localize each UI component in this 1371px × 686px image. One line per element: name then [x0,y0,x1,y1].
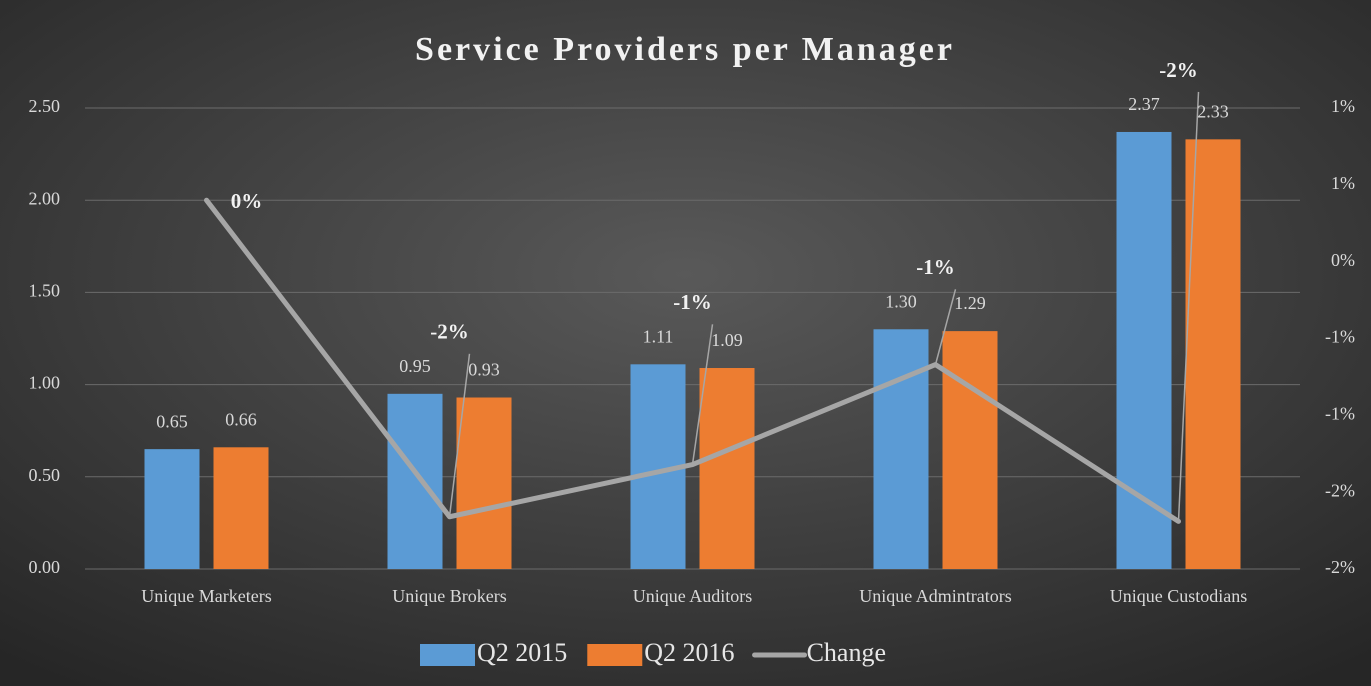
line-value-label: -2% [430,320,469,344]
line-value-label: -1% [916,255,955,279]
y2-tick-label: -1% [1325,327,1355,347]
bar-value-label: 2.37 [1128,94,1160,114]
line-value-label: -2% [1159,58,1198,82]
leader-line [448,353,471,517]
bar [1116,131,1172,570]
bar-value-label: 1.09 [711,330,743,350]
x-tick-label: Unique Marketers [141,586,271,606]
legend-swatch [420,644,475,666]
legend-label: Q2 2015 [477,638,567,667]
leader-line [691,324,714,465]
bar [873,329,929,569]
leader-line [934,289,957,365]
bar [699,368,755,569]
bar [213,447,269,569]
y2-tick-label: -1% [1325,403,1355,423]
bar-value-label: 2.33 [1197,101,1229,121]
bar [387,393,443,569]
y-tick-label: 2.00 [29,188,61,208]
bar [144,449,200,569]
bar-value-label: 1.11 [643,326,674,346]
bar-value-label: 0.95 [399,356,431,376]
x-tick-label: Unique Auditors [633,586,753,606]
leader-line [1177,91,1200,522]
bar [1185,139,1241,569]
y-tick-label: 0.50 [29,465,61,485]
line [204,197,1181,524]
bar-value-label: 1.29 [954,293,986,313]
legend-label: Q2 2016 [644,638,734,667]
legend-label: Change [807,638,886,667]
y-tick-label: 2.50 [29,96,61,116]
y-tick-label: 0.00 [29,557,61,577]
y2-tick-label: 1% [1331,173,1355,193]
y2-tick-label: -2% [1325,480,1355,500]
bar [942,331,998,569]
y2-tick-label: 0% [1331,250,1355,270]
bar-value-label: 0.66 [225,409,257,429]
x-tick-label: Unique Custodians [1110,586,1248,606]
bar-value-label: 0.93 [468,360,500,380]
y2-tick-label: -2% [1325,557,1355,577]
bar-value-label: 1.30 [885,291,917,311]
bar-value-label: 0.65 [156,411,188,431]
y-tick-label: 1.00 [29,373,61,393]
x-tick-label: Unique Admintrators [859,586,1011,606]
x-tick-label: Unique Brokers [392,586,506,606]
bar [456,397,512,569]
line-value-label: 0% [231,189,263,213]
line-value-label: -1% [673,290,712,314]
legend-swatch [587,644,643,666]
y2-tick-label: 1% [1331,96,1355,116]
y-tick-label: 1.50 [29,281,61,301]
chart-title: Service Providers per Manager [415,31,955,68]
